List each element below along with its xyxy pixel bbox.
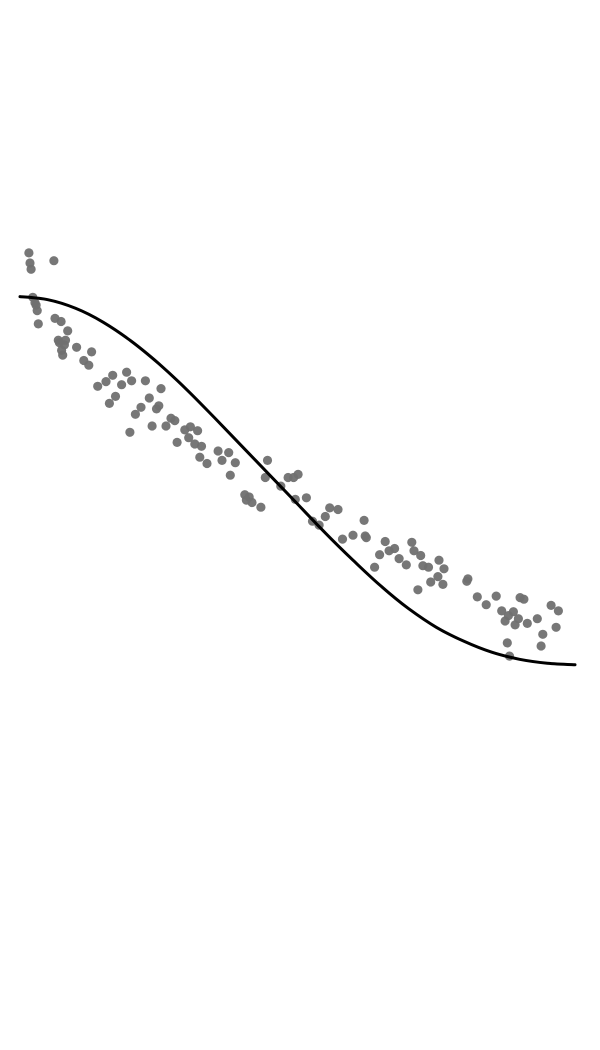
- data-point: [195, 452, 205, 462]
- fit-line-layer: [18, 295, 577, 667]
- data-point: [325, 503, 335, 513]
- data-point: [125, 427, 135, 437]
- data-point: [409, 546, 419, 556]
- data-point: [260, 472, 270, 483]
- data-point: [426, 577, 436, 587]
- data-point: [497, 606, 507, 616]
- data-point: [301, 493, 311, 503]
- data-point: [262, 455, 273, 465]
- data-point: [58, 350, 68, 360]
- data-point: [333, 504, 343, 515]
- data-point: [439, 564, 449, 574]
- data-point: [508, 607, 518, 617]
- data-point: [213, 446, 223, 456]
- data-point: [320, 511, 330, 522]
- data-points: [24, 248, 564, 661]
- data-point: [196, 441, 207, 451]
- data-point: [104, 398, 114, 408]
- data-point: [407, 537, 417, 547]
- data-point: [370, 562, 380, 572]
- data-point: [380, 536, 390, 547]
- data-point: [172, 437, 182, 447]
- data-point: [434, 555, 444, 565]
- data-point: [513, 614, 524, 624]
- data-point: [361, 533, 371, 543]
- data-point: [84, 360, 94, 370]
- data-point: [433, 572, 443, 582]
- data-point: [72, 342, 82, 352]
- data-point: [93, 381, 103, 391]
- data-point: [154, 401, 164, 411]
- data-point: [348, 530, 358, 540]
- data-point: [170, 416, 180, 426]
- data-point: [416, 550, 426, 561]
- data-point: [87, 347, 97, 357]
- data-point: [156, 384, 166, 394]
- data-point: [532, 614, 542, 624]
- data-point: [130, 409, 140, 419]
- data-point: [24, 248, 34, 258]
- data-point: [337, 534, 348, 544]
- data-point: [390, 543, 400, 554]
- data-point: [26, 264, 36, 274]
- data-point: [538, 629, 548, 639]
- data-point: [144, 393, 154, 403]
- data-point: [193, 426, 203, 436]
- data-point: [110, 391, 121, 401]
- data-point: [491, 591, 501, 601]
- data-point: [63, 326, 73, 336]
- data-point: [224, 448, 234, 458]
- data-point: [290, 494, 300, 504]
- data-point: [60, 335, 71, 345]
- data-point: [108, 370, 118, 380]
- data-point: [147, 421, 157, 431]
- data-point: [122, 367, 132, 377]
- data-point: [49, 256, 59, 266]
- data-point: [33, 319, 43, 329]
- data-point: [394, 554, 404, 564]
- data-point: [413, 585, 423, 595]
- data-point: [519, 594, 529, 604]
- data-point: [481, 600, 491, 610]
- data-point: [247, 497, 257, 508]
- data-point: [127, 376, 137, 386]
- data-point: [522, 618, 532, 629]
- data-point: [185, 422, 195, 432]
- data-point: [438, 579, 448, 590]
- data-point: [56, 316, 66, 327]
- data-point: [375, 550, 385, 560]
- data-point: [184, 433, 194, 443]
- data-point: [423, 562, 434, 572]
- data-point: [401, 560, 411, 570]
- data-point: [502, 638, 512, 648]
- data-point: [472, 592, 482, 602]
- data-point: [230, 458, 240, 468]
- data-point: [161, 421, 171, 431]
- data-point: [293, 469, 303, 479]
- data-point: [101, 377, 111, 387]
- data-point: [217, 455, 227, 465]
- data-point: [117, 380, 127, 390]
- data-point: [546, 600, 556, 611]
- data-point: [140, 376, 150, 386]
- data-point: [256, 502, 266, 512]
- data-point: [136, 402, 146, 412]
- data-point: [463, 574, 473, 584]
- data-point: [359, 515, 369, 526]
- data-point: [551, 622, 561, 632]
- fit-line: [18, 295, 577, 667]
- data-point: [32, 306, 42, 316]
- data-point: [225, 470, 235, 480]
- data-point: [202, 458, 212, 469]
- data-point: [553, 606, 564, 616]
- data-point: [536, 641, 546, 651]
